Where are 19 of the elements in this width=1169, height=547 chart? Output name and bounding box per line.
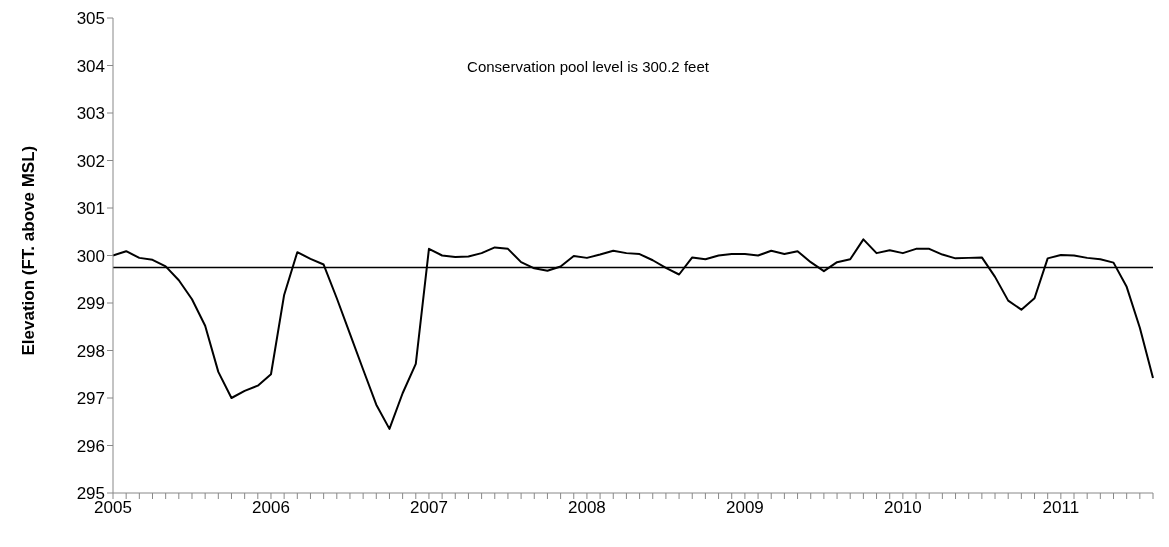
y-axis-title: Elevation (FT. above MSL) bbox=[19, 145, 39, 356]
y-tick-label: 302 bbox=[76, 151, 105, 171]
y-tick-label: 305 bbox=[76, 9, 105, 29]
y-tick-label: 301 bbox=[76, 199, 105, 219]
x-tick-label: 2011 bbox=[1042, 498, 1080, 518]
y-tick-label: 297 bbox=[76, 389, 105, 409]
y-tick-label: 299 bbox=[76, 294, 105, 314]
x-tick-label: 2010 bbox=[883, 498, 922, 518]
y-tick-label: 303 bbox=[76, 104, 105, 124]
x-tick-label: 2008 bbox=[568, 498, 606, 518]
line-series bbox=[112, 238, 1154, 430]
y-tick-label: 296 bbox=[76, 436, 105, 456]
x-tick-label: 2006 bbox=[252, 498, 290, 518]
x-tick-label: 2007 bbox=[410, 498, 448, 518]
x-tick-label: 2009 bbox=[725, 498, 764, 518]
y-tick-label: 304 bbox=[76, 56, 105, 76]
y-tick-label: 300 bbox=[76, 246, 105, 266]
annotation: Conservation pool level is 300.2 feet bbox=[466, 58, 710, 75]
y-tick-label: 298 bbox=[76, 341, 105, 361]
